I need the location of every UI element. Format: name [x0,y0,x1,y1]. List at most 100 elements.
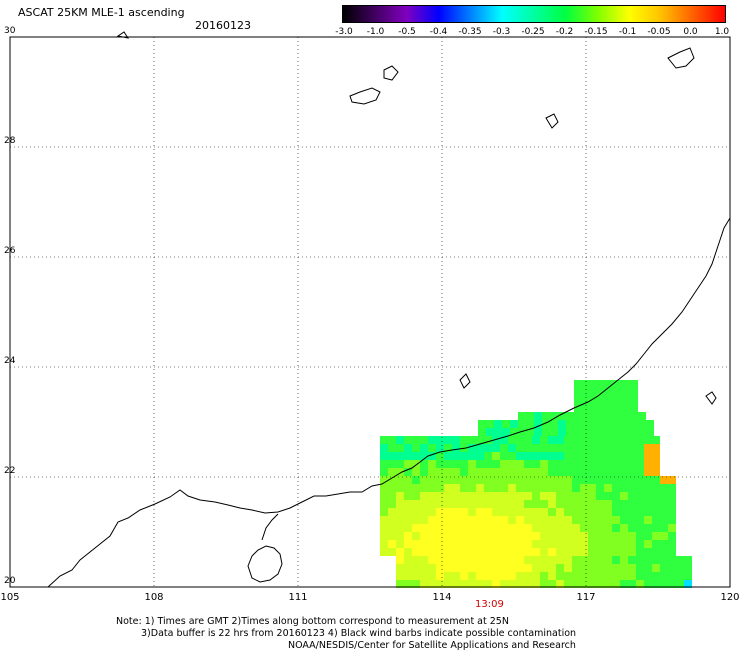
data-cell [388,468,396,476]
data-cell [436,516,444,524]
data-cell [652,516,660,524]
data-cell [574,420,582,428]
data-cell [548,460,556,468]
data-cell [540,556,548,564]
data-cell [420,508,428,516]
data-cell [452,460,460,468]
lat-lon-grid [9,36,731,588]
data-cell [556,516,564,524]
data-cell [564,436,572,444]
data-cell [588,500,596,508]
data-cell [572,564,580,572]
data-cell [604,484,612,492]
data-cell [516,572,524,580]
longitude-label: 111 [288,592,308,603]
data-cell [620,436,628,444]
data-cell [564,516,572,524]
data-cell [492,508,500,516]
hainan-island [247,545,283,583]
data-cell [484,484,492,492]
data-cell [492,436,500,444]
data-cell [420,500,428,508]
data-cell [452,476,460,484]
data-cell [524,532,532,540]
data-cell [532,516,540,524]
data-cell [540,516,548,524]
data-cell [404,532,412,540]
data-cell [542,420,550,428]
data-cell [428,516,436,524]
data-cell [606,388,614,396]
data-cell [524,580,532,588]
data-cell [606,420,614,428]
data-cell [596,516,604,524]
data-cell [412,572,420,580]
data-cell [380,540,388,548]
data-cell [636,524,644,532]
data-cell [644,476,652,484]
data-cell [380,508,388,516]
data-cell [548,572,556,580]
data-cell [580,516,588,524]
data-cell [484,564,492,572]
data-cell [404,564,412,572]
data-cell [572,508,580,516]
data-cell [532,476,540,484]
data-cell [468,556,476,564]
data-cell [652,580,660,588]
data-cell [638,428,646,436]
note-line-2: 3)Data buffer is 22 hrs from 20160123 4)… [141,628,577,639]
data-cell [572,476,580,484]
data-cell [420,444,428,452]
data-cell [564,564,572,572]
data-cell [620,484,628,492]
data-cell [380,436,388,444]
data-cell [492,556,500,564]
data-cell [540,508,548,516]
data-cell [452,444,460,452]
data-cell [524,500,532,508]
data-cell [628,572,636,580]
latitude-label: 28 [4,136,16,146]
data-cell [652,476,660,484]
data-cell [582,428,590,436]
data-cell [604,516,612,524]
data-cell [388,532,396,540]
data-cell [516,476,524,484]
data-cell [404,444,412,452]
data-cell [572,572,580,580]
data-cell [564,556,572,564]
data-cell [660,492,668,500]
data-cell [598,380,606,388]
data-cell [436,460,444,468]
data-cell [478,420,486,428]
data-cell [580,476,588,484]
data-cell [532,548,540,556]
data-cell [652,524,660,532]
data-cell [564,484,572,492]
data-cell [510,420,518,428]
data-cell [572,436,580,444]
data-cell [396,572,404,580]
data-cell [548,532,556,540]
data-cell [396,500,404,508]
data-cell [588,484,596,492]
data-cell [476,500,484,508]
data-cell [484,532,492,540]
data-cell [550,428,558,436]
data-cell [508,516,516,524]
data-cell [428,580,436,588]
data-cell [604,444,612,452]
data-cell [548,508,556,516]
data-cell [628,460,636,468]
data-cell [604,540,612,548]
color-scale-tick-label: -0.25 [521,27,545,37]
data-cell [468,468,476,476]
data-cell [604,460,612,468]
data-cell [436,532,444,540]
data-cell [484,476,492,484]
data-cell [468,452,476,460]
data-cell [630,396,638,404]
data-cell [548,452,556,460]
data-cell [380,524,388,532]
